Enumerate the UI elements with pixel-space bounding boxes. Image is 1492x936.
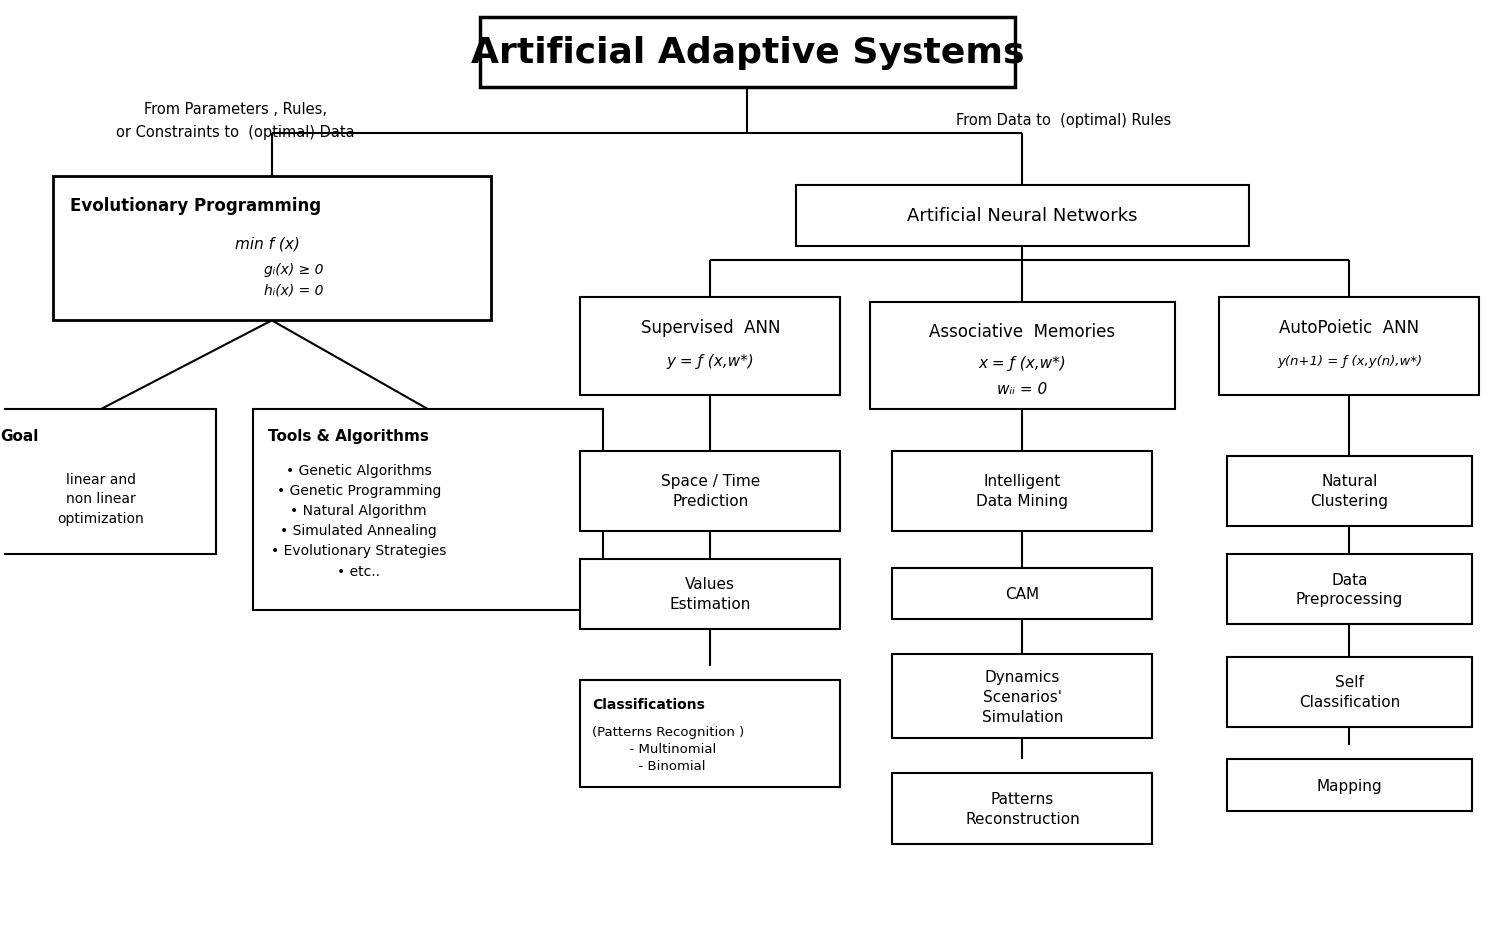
Text: Intelligent
Data Mining: Intelligent Data Mining: [976, 474, 1068, 508]
Text: y = ƒ (x,w*): y = ƒ (x,w*): [667, 353, 753, 368]
FancyBboxPatch shape: [580, 298, 840, 396]
Text: CAM: CAM: [1006, 587, 1040, 602]
FancyBboxPatch shape: [254, 410, 603, 610]
Text: wᵢᵢ = 0: wᵢᵢ = 0: [997, 381, 1047, 396]
Text: Self
Classification: Self Classification: [1298, 675, 1399, 709]
Text: Dynamics
Scenarios'
Simulation: Dynamics Scenarios' Simulation: [982, 669, 1064, 724]
Text: Associative  Memories: Associative Memories: [930, 323, 1116, 341]
Text: Mapping: Mapping: [1316, 778, 1382, 793]
FancyBboxPatch shape: [870, 302, 1174, 410]
FancyBboxPatch shape: [1219, 298, 1480, 396]
Text: gᵢ(x) ≥ 0: gᵢ(x) ≥ 0: [264, 262, 324, 276]
Text: Supervised  ANN: Supervised ANN: [640, 318, 780, 336]
Text: hᵢ(x) = 0: hᵢ(x) = 0: [264, 284, 324, 298]
FancyBboxPatch shape: [1226, 554, 1473, 624]
Text: linear and
non linear
optimization: linear and non linear optimization: [58, 473, 145, 525]
FancyBboxPatch shape: [0, 410, 216, 554]
FancyBboxPatch shape: [1226, 760, 1473, 811]
FancyBboxPatch shape: [1226, 457, 1473, 526]
FancyBboxPatch shape: [580, 559, 840, 629]
Text: • Genetic Algorithms
• Genetic Programming
• Natural Algorithm
• Simulated Annea: • Genetic Algorithms • Genetic Programmi…: [272, 464, 446, 578]
FancyBboxPatch shape: [892, 568, 1152, 620]
FancyBboxPatch shape: [52, 176, 491, 321]
Text: min f (x): min f (x): [234, 237, 300, 252]
FancyBboxPatch shape: [480, 18, 1015, 88]
Text: Patterns
Reconstruction: Patterns Reconstruction: [965, 791, 1080, 826]
Text: x = ƒ (x,w*): x = ƒ (x,w*): [979, 356, 1067, 371]
FancyBboxPatch shape: [580, 452, 840, 531]
FancyBboxPatch shape: [580, 680, 840, 787]
Text: y(n+1) = ƒ (x,y(n),w*): y(n+1) = ƒ (x,y(n),w*): [1277, 354, 1422, 367]
FancyBboxPatch shape: [892, 452, 1152, 531]
FancyBboxPatch shape: [795, 185, 1249, 246]
Text: Artificial Adaptive Systems: Artificial Adaptive Systems: [470, 36, 1024, 69]
Text: (Patterns Recognition )
  - Multinomial
  - Binomial: (Patterns Recognition ) - Multinomial - …: [592, 725, 745, 772]
Text: From Parameters , Rules,
or Constraints to  (optimal) Data: From Parameters , Rules, or Constraints …: [116, 102, 355, 139]
Text: Data
Preprocessing: Data Preprocessing: [1295, 572, 1402, 607]
Text: From Data to  (optimal) Rules: From Data to (optimal) Rules: [955, 113, 1171, 128]
Text: Goal: Goal: [0, 429, 39, 444]
Text: AutoPoietic  ANN: AutoPoietic ANN: [1279, 318, 1419, 336]
Text: Tools & Algorithms: Tools & Algorithms: [269, 429, 430, 444]
Text: Classifications: Classifications: [592, 697, 706, 711]
Text: Artificial Neural Networks: Artificial Neural Networks: [907, 207, 1138, 225]
Text: Natural
Clustering: Natural Clustering: [1310, 474, 1389, 508]
Text: Evolutionary Programming: Evolutionary Programming: [70, 197, 322, 215]
Text: Values
Estimation: Values Estimation: [670, 577, 750, 611]
FancyBboxPatch shape: [892, 774, 1152, 843]
FancyBboxPatch shape: [892, 654, 1152, 739]
Text: Space / Time
Prediction: Space / Time Prediction: [661, 474, 759, 508]
FancyBboxPatch shape: [1226, 657, 1473, 727]
